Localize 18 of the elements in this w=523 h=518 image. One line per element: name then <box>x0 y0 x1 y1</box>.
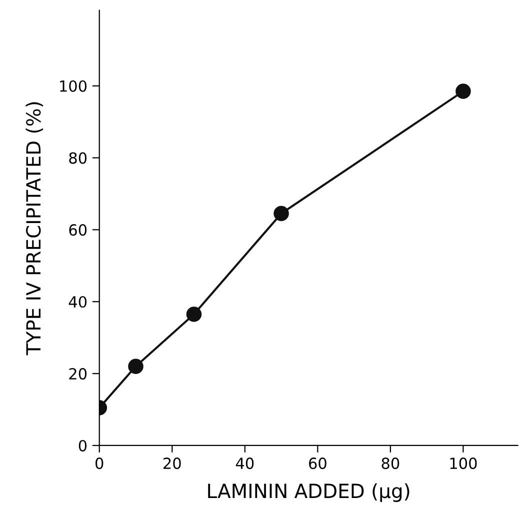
y-axis-title: TYPE IV PRECIPITATED (%) <box>26 102 44 356</box>
y-tick-label: 0 <box>78 440 87 452</box>
point <box>128 358 144 374</box>
y-tick-label: 80 <box>69 152 87 164</box>
x-tick-label: 60 <box>309 458 326 470</box>
y-tick-label: 100 <box>60 80 87 92</box>
x-tick-label: 100 <box>450 458 477 470</box>
x-axis-title: LAMININ ADDED (μg) <box>208 483 410 502</box>
point <box>186 306 202 322</box>
y-tick-label: 20 <box>69 368 87 380</box>
x-tick-label: 20 <box>164 458 181 470</box>
x-tick-label: 40 <box>236 458 254 470</box>
y-tick-label: 60 <box>69 224 87 236</box>
point <box>274 206 289 222</box>
x-tick-label: 80 <box>382 458 400 470</box>
point <box>456 84 471 99</box>
x-tick-label: 0 <box>96 458 104 470</box>
y-tick-label: 40 <box>68 296 87 308</box>
